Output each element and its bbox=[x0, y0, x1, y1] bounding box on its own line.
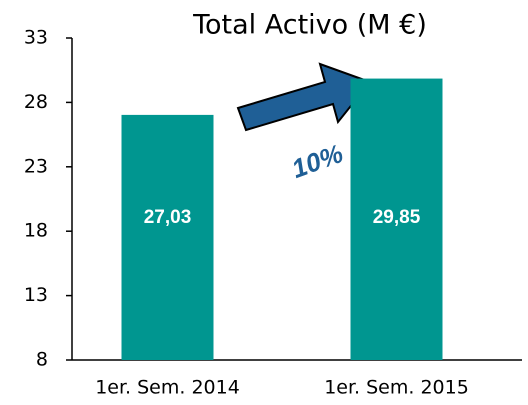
bar bbox=[350, 78, 443, 361]
value-label: 27,03 bbox=[144, 207, 192, 228]
y-tick-label: 18 bbox=[24, 220, 48, 242]
y-tick-label: 33 bbox=[24, 27, 48, 49]
y-tick-label: 13 bbox=[24, 284, 48, 306]
growth-label: 10% bbox=[288, 138, 347, 184]
x-tick-label: 1er. Sem. 2015 bbox=[324, 377, 469, 399]
y-tick-label: 8 bbox=[36, 349, 48, 371]
y-tick-label: 23 bbox=[24, 155, 48, 177]
y-tick-label: 28 bbox=[24, 91, 48, 113]
growth-arrow bbox=[236, 62, 372, 132]
x-tick-label: 1er. Sem. 2014 bbox=[95, 377, 240, 399]
value-label: 29,85 bbox=[373, 207, 421, 228]
chart-title: Total Activo (M €) bbox=[192, 10, 427, 41]
bar bbox=[121, 114, 214, 360]
